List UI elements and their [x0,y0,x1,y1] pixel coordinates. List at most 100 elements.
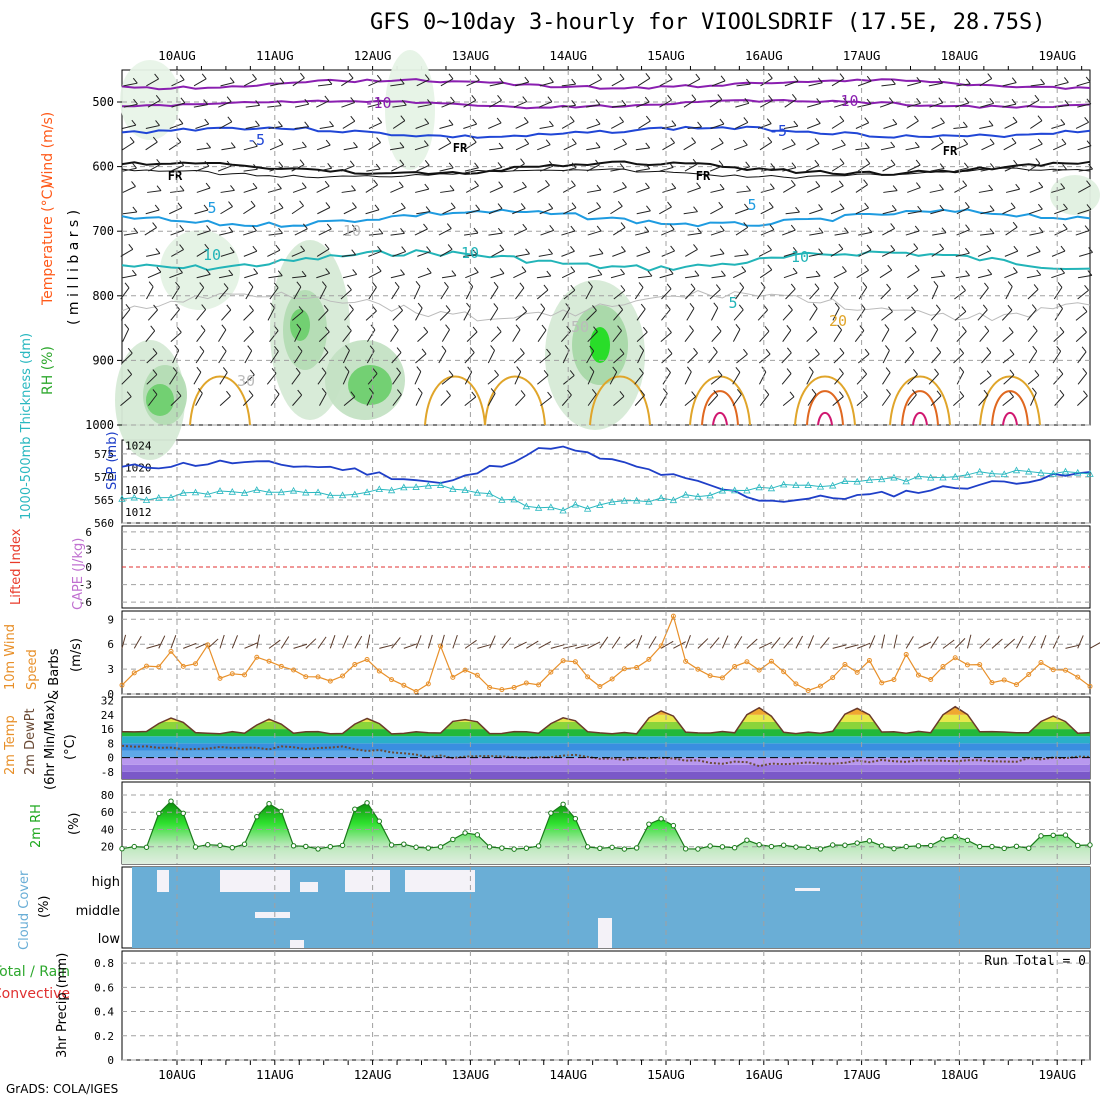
wind-barb [980,233,995,236]
wind-barb [585,104,600,108]
wind-barb-feather [325,268,331,274]
contour-minus10-a [121,78,1091,91]
cloud-level-label: high [92,875,120,890]
wind-barb-feather [745,161,751,168]
wind-barb-feather [916,97,921,104]
wind-barb-feather [671,182,677,189]
cloud-clear-gap [795,888,820,891]
wind-speed-point [413,689,419,695]
wind-barb-feather [697,227,702,234]
wind-barb [193,104,208,108]
ytick-label-thickness: 565 [94,494,114,507]
wind-barb [1029,143,1043,151]
wind-barb [242,395,254,406]
wind-barb-feather [377,117,383,123]
wind-barb-feather [372,305,377,312]
wind-barb [1051,272,1065,279]
wind-barb-feather [717,370,723,376]
wind-barb [834,102,848,108]
wind-barb [170,309,180,321]
wind-barb-feather [179,224,185,231]
wind-barb-feather [769,183,775,190]
wind-barb [806,331,818,343]
upper-ylabel-part: Temperature (°C) [40,184,56,306]
wind-barb-feather [890,223,896,229]
wind-barb [833,329,843,342]
wind-barb-feather [938,77,944,84]
wind-barb-feather [178,267,183,274]
wind-barb-feather [667,73,673,80]
wind-barb [1077,208,1092,215]
wind-barb-feather [324,326,330,333]
wind-barb-10m [795,635,804,649]
wind-speed-point [266,658,272,664]
wind-barb [120,396,132,407]
wind-barb [439,249,453,257]
wind-barb [930,275,946,279]
wind-barb-feather [769,224,775,231]
wind-barb [539,208,553,215]
wind-barb [1077,395,1088,406]
wind-barb-feather [546,348,551,355]
wind-barb [123,82,138,87]
wind-barb-feather [541,324,547,331]
wind-barb-feather [863,179,868,186]
wind-barb-feather [228,269,234,276]
wind-barb [491,249,505,257]
thickness-ylabel-text: 1000-500mb Thickness (dm) [19,333,34,520]
wind-barb [1051,123,1065,129]
wind-barb-feather [474,162,479,169]
wind-barb [266,373,277,385]
wind-barb-feather [206,225,211,231]
wind-barb-feather [668,162,674,168]
wind-barb-feather [1009,369,1015,376]
wind-barb-feather [622,182,627,188]
rh-point [327,843,334,850]
wind-speed-point [1013,682,1019,688]
wind-barb [610,205,623,215]
ytick-label-thickness: 560 [94,517,114,530]
wind-barb-feather [790,139,796,145]
wind-barb-feather [693,206,698,213]
wind-barb-feather [253,163,258,170]
wind-barb [1054,81,1069,87]
wind-barb-feather [862,281,868,288]
wind-barb-feather [818,204,823,210]
wind-barb-feather [693,347,698,354]
wind-barb-10m [930,636,939,649]
wind-barb [146,353,158,364]
wind-barb [368,142,381,151]
wind-barb [736,353,748,364]
wind-barb [439,167,454,172]
wind-barb [487,350,495,364]
wind-barb-feather [400,228,405,234]
wind-barb-feather [964,97,970,104]
precip-label-total: Total / Rain [0,964,70,980]
wind-barb-feather [154,204,160,211]
wind-barb [147,309,158,321]
wind-barb [931,141,944,151]
date-label-bottom: 14AUG [549,1067,587,1082]
wind-barb [1078,185,1091,193]
wind-barb [953,126,968,129]
wind-barb [539,81,554,87]
wind-barb [392,120,406,129]
rh-point [241,841,248,847]
contour-label: FR [696,169,711,183]
wind-barb-feather [915,159,921,166]
wind-speed-point [793,681,799,687]
wind-barb-feather [768,95,773,101]
wind-barb [196,248,210,257]
wind-barb-10m [329,634,336,649]
wind-barb-feather [400,269,405,275]
wind-speed-point [646,656,652,662]
rh-ylabel-text: 2m RH [29,804,44,848]
wind-barb-feather [837,324,842,331]
dewpoint-line [121,744,1091,768]
wind-barb-feather [812,326,818,333]
wind-barb-feather [716,325,722,332]
wind-barb [784,80,799,87]
rh-point [780,842,787,848]
rh-point [1013,843,1020,850]
wind-barb-10m [379,644,394,649]
